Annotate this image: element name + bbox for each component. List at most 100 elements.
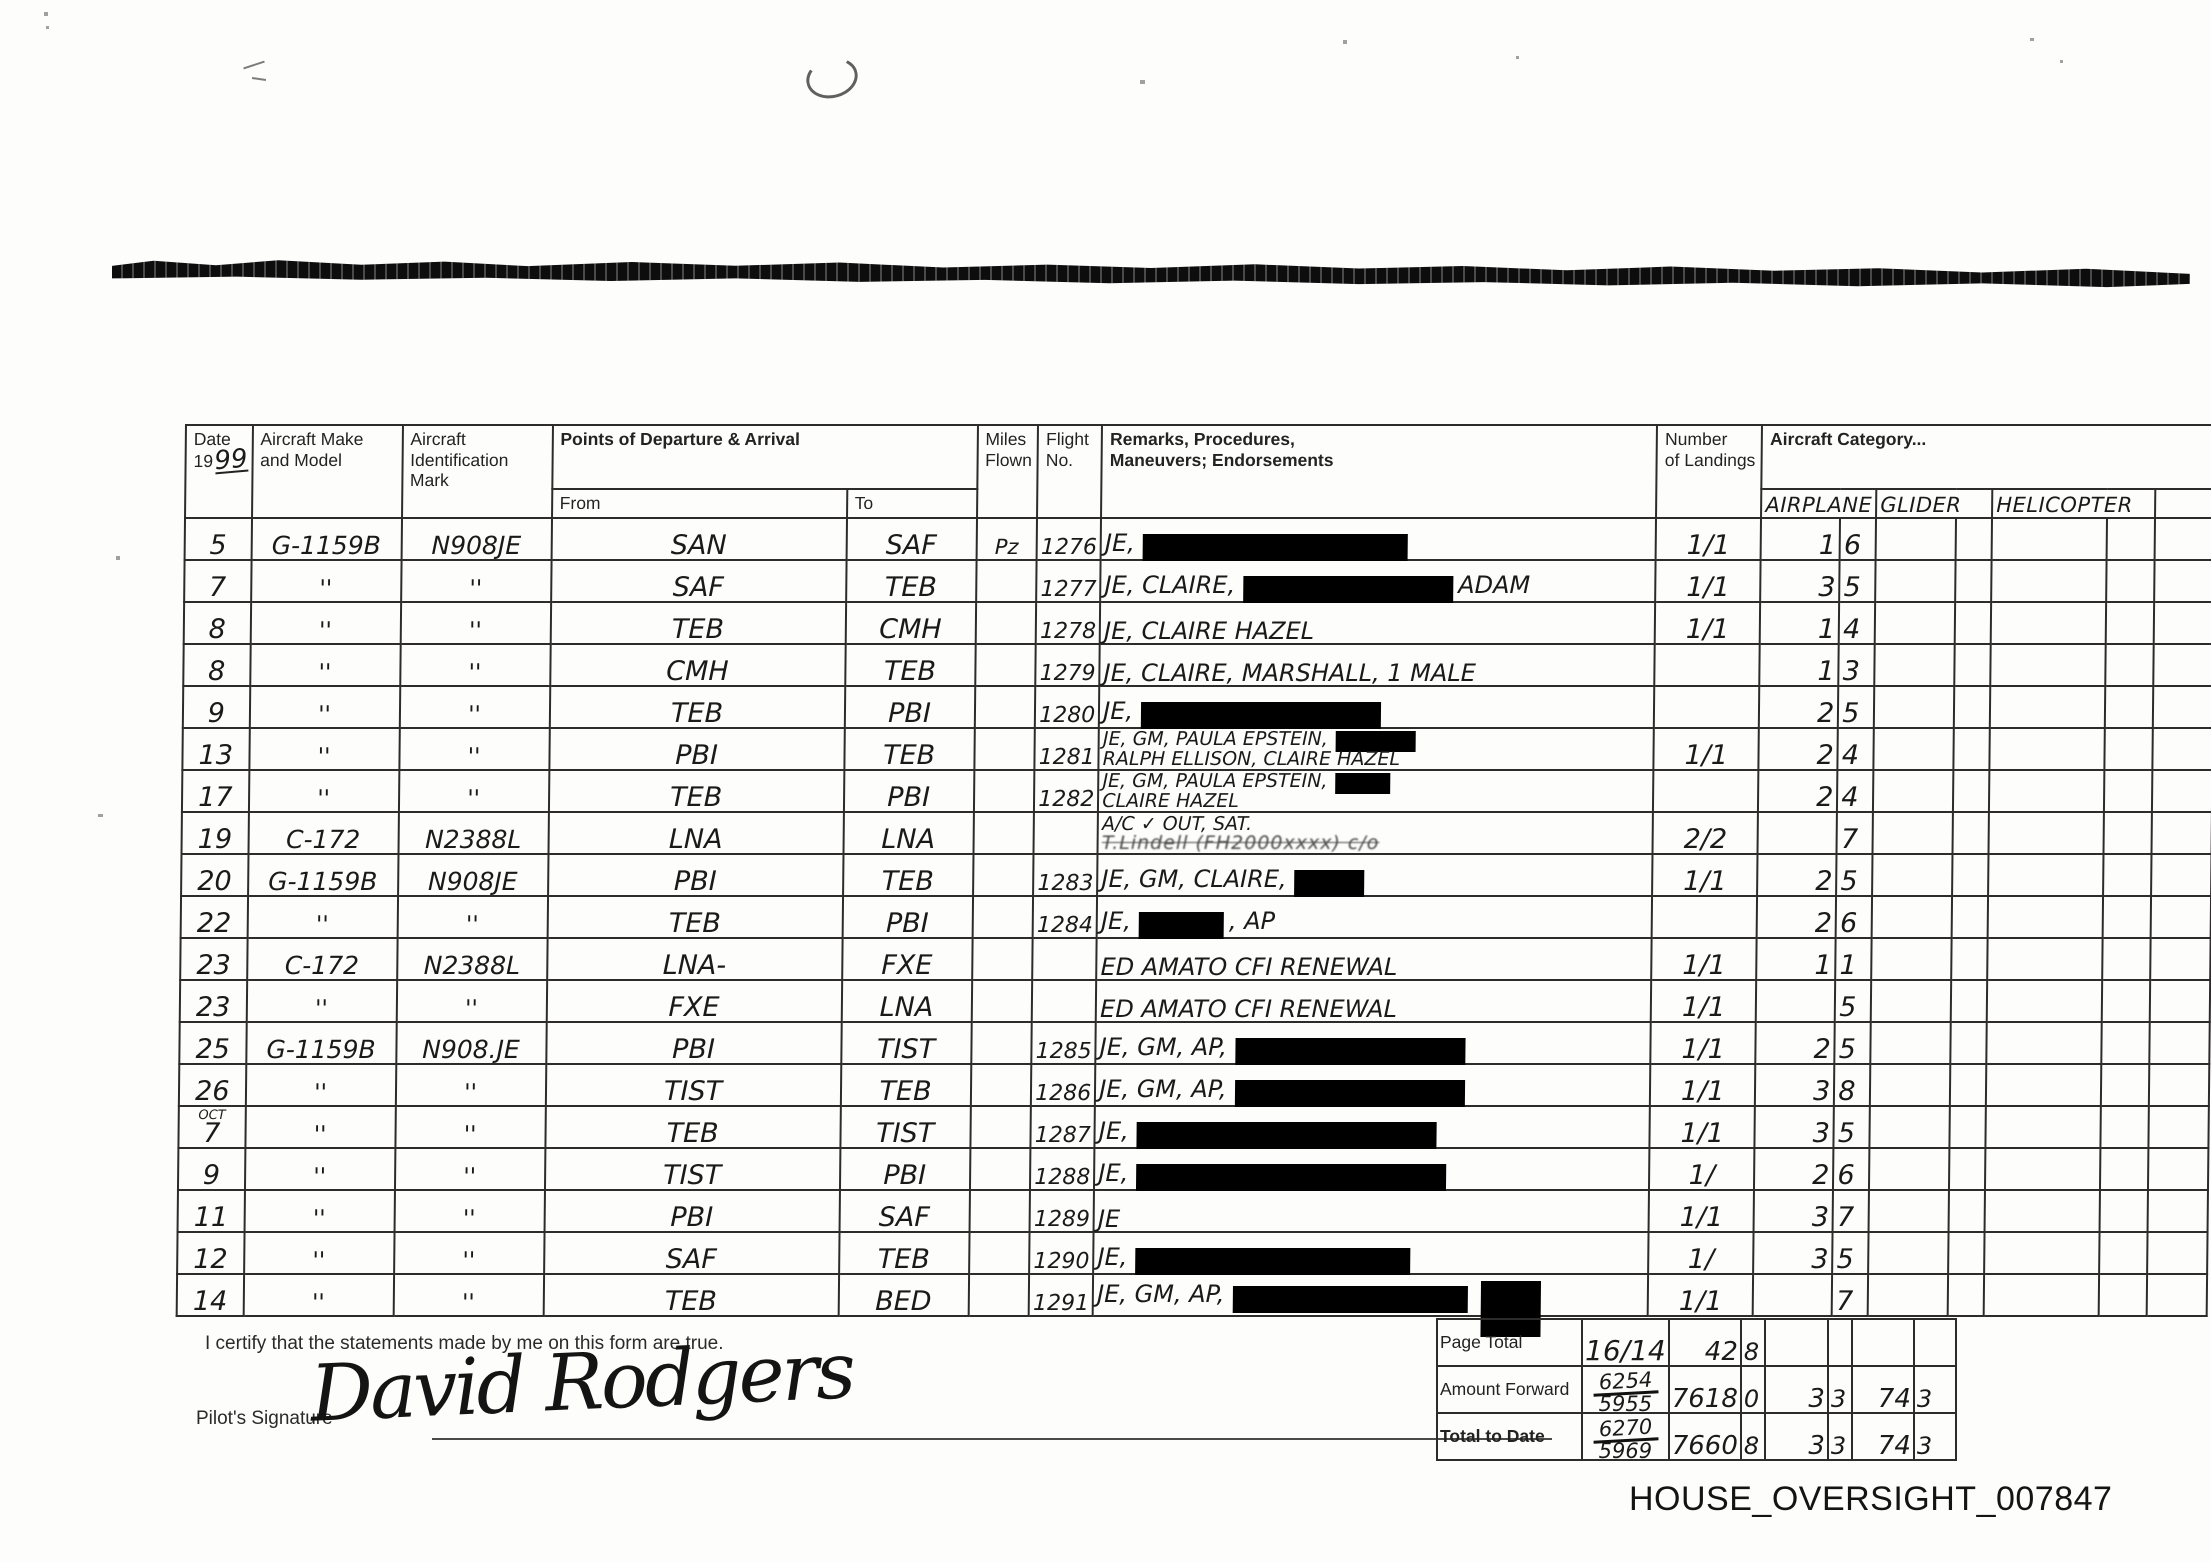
- log-cell-miles: Pz: [976, 518, 1038, 560]
- log-cell-airplane-tenths: 7: [1836, 812, 1874, 855]
- log-cell-to: TEB: [845, 560, 977, 603]
- log-cell-edge: [2153, 644, 2211, 686]
- remark-line: JE, GM, AP,: [1099, 1075, 1646, 1107]
- log-cell-airplane-tenths: 6: [1839, 518, 1877, 561]
- log-cell-miles: [975, 602, 1037, 644]
- log-cell-airplane-tenths: 5: [1838, 686, 1875, 729]
- log-row: 20 G-1159B N908JE PBI TEB 1283 JE, GM, CLAIRE,…: [181, 854, 2211, 897]
- log-cell-edge: [2150, 938, 2211, 980]
- log-cell-ident: '': [394, 1106, 546, 1148]
- log-cell-ident: N2388L: [398, 812, 549, 854]
- log-cell-glider-tenths: [1953, 728, 1990, 770]
- log-cell-glider-hours: [1873, 728, 1954, 770]
- amount-forward-airplane-tenths: 0: [1739, 1365, 1766, 1414]
- page-total-helicopter-tenths: [1912, 1318, 1957, 1367]
- log-cell-remarks: JE,: [1094, 1148, 1650, 1191]
- log-cell-edge: [2148, 1064, 2210, 1106]
- log-cell-remarks: JE, CLAIRE HAZEL: [1099, 602, 1656, 645]
- remark-line: CLAIRE HAZEL: [1102, 790, 1240, 812]
- log-cell-landings: 1/1: [1648, 1190, 1755, 1233]
- log-row: 11 '' '' PBI SAF 1289 JE 1/1 3 7: [177, 1190, 2209, 1233]
- log-cell-landings: [1654, 686, 1760, 728]
- redaction-bar: [1335, 773, 1391, 794]
- log-cell-from: CMH: [549, 644, 846, 687]
- remark-line: ED AMATO CFI RENEWAL: [1100, 953, 1398, 981]
- log-cell-flight: 1284: [1032, 896, 1098, 938]
- date-year-prefix: 19: [193, 451, 214, 472]
- log-cell-helicopter-tenths: [2103, 812, 2153, 854]
- log-row: 9 '' '' TIST PBI 1288 JE, 1/2 6: [177, 1148, 2209, 1191]
- log-cell-to: PBI: [843, 770, 974, 813]
- log-cell-helicopter-hours: [1989, 770, 2105, 812]
- log-cell-date: 23: [179, 980, 247, 1023]
- scan-speck: [46, 26, 49, 29]
- log-cell-landings: 1/: [1649, 1148, 1755, 1191]
- log-cell-airplane-tenths: 6: [1833, 1148, 1870, 1191]
- pen-mark-oval: [801, 52, 863, 104]
- log-cell-date: 12: [177, 1232, 245, 1275]
- log-cell-flight: 1288: [1030, 1148, 1095, 1190]
- log-row: 22 '' '' TEB PBI 1284 JE,, AP 2 6: [180, 896, 2211, 939]
- log-cell-airplane-hours: 2: [1758, 728, 1839, 771]
- log-cell-glider-hours: [1873, 770, 1954, 812]
- log-cell-helicopter-hours: [1985, 1064, 2102, 1106]
- log-cell-ident: '': [396, 980, 547, 1022]
- log-cell-helicopter-hours: [1985, 1148, 2101, 1190]
- log-cell-airplane-tenths: 4: [1837, 770, 1874, 813]
- log-cell-helicopter-tenths: [2105, 602, 2155, 644]
- log-cell-airplane-hours: 3: [1760, 560, 1840, 603]
- log-cell-helicopter-tenths: [2104, 728, 2153, 770]
- log-cell-landings: 1/1: [1647, 1274, 1754, 1317]
- log-cell-landings: [1654, 644, 1760, 686]
- log-cell-helicopter-hours: [1988, 812, 2105, 854]
- amount-forward-glider-tenths: 3: [1826, 1365, 1853, 1414]
- log-cell-to: TEB: [840, 1064, 971, 1107]
- log-cell-from: PBI: [547, 854, 844, 897]
- log-cell-edge: [2148, 1148, 2209, 1190]
- log-cell-date: 20: [181, 854, 249, 897]
- amount-forward-helicopter-hours: 74: [1850, 1365, 1915, 1414]
- log-cell-helicopter-hours: [1991, 518, 2108, 560]
- log-cell-glider-hours: [1874, 602, 1956, 644]
- remark-line: JE,, AP: [1101, 907, 1648, 939]
- log-cell-helicopter-hours: [1990, 602, 2107, 644]
- log-cell-remarks: JE, GM, PAULA EPSTEIN, CLAIRE HAZEL: [1098, 770, 1654, 812]
- log-cell-landings: 2/2: [1652, 812, 1759, 855]
- log-cell-ident: '': [399, 686, 550, 728]
- log-cell-helicopter-tenths: [2104, 770, 2153, 812]
- log-cell-landings: 1/1: [1651, 938, 1757, 981]
- log-cell-helicopter-hours: [1983, 1274, 2100, 1316]
- log-row: 23 '' '' FXE LNA ED AMATO CFI RENEWAL 1/1 5: [179, 980, 2211, 1023]
- log-cell-to: BED: [838, 1274, 969, 1317]
- log-cell-edge: [2152, 770, 2211, 812]
- col-header-from: From: [551, 489, 847, 518]
- log-cell-glider-tenths: [1951, 938, 1988, 980]
- log-cell-ident: '': [394, 1190, 545, 1232]
- total-to-date-label: Total to Date: [1436, 1412, 1583, 1461]
- log-cell-airplane-hours: [1755, 980, 1836, 1022]
- scan-artifact-bar: [112, 258, 2190, 288]
- log-cell-glider-tenths: [1950, 1022, 1987, 1064]
- log-cell-glider-hours: [1869, 1064, 1951, 1106]
- log-row: 12 '' '' SAF TEB 1290 JE, 1/3 5: [177, 1232, 2208, 1275]
- log-cell-make: '': [244, 1148, 395, 1190]
- log-cell-make: '': [245, 1064, 396, 1106]
- col-header-miles: Miles Flown: [976, 425, 1039, 518]
- log-cell-make: G-1159B: [245, 1022, 397, 1064]
- log-cell-from: LNA-: [546, 938, 843, 981]
- log-cell-edge: [2153, 602, 2211, 644]
- total-to-date-glider-hours: 3: [1763, 1412, 1829, 1461]
- log-cell-airplane-hours: 1: [1759, 602, 1840, 645]
- log-cell-helicopter-tenths: [2098, 1274, 2148, 1316]
- log-cell-glider-hours: [1868, 1190, 1950, 1232]
- log-cell-make: '': [250, 602, 401, 644]
- log-cell-flight: 1286: [1031, 1064, 1096, 1106]
- remark-line: JE,: [1103, 697, 1650, 729]
- log-cell-edge: [2151, 812, 2211, 854]
- log-cell-helicopter-tenths: [2106, 518, 2156, 560]
- log-cell-glider-hours: [1872, 854, 1953, 896]
- log-cell-ident: '': [394, 1148, 545, 1190]
- scan-tick: [243, 60, 265, 70]
- log-cell-glider-hours: [1870, 980, 1952, 1022]
- log-cell-miles: [970, 1022, 1032, 1064]
